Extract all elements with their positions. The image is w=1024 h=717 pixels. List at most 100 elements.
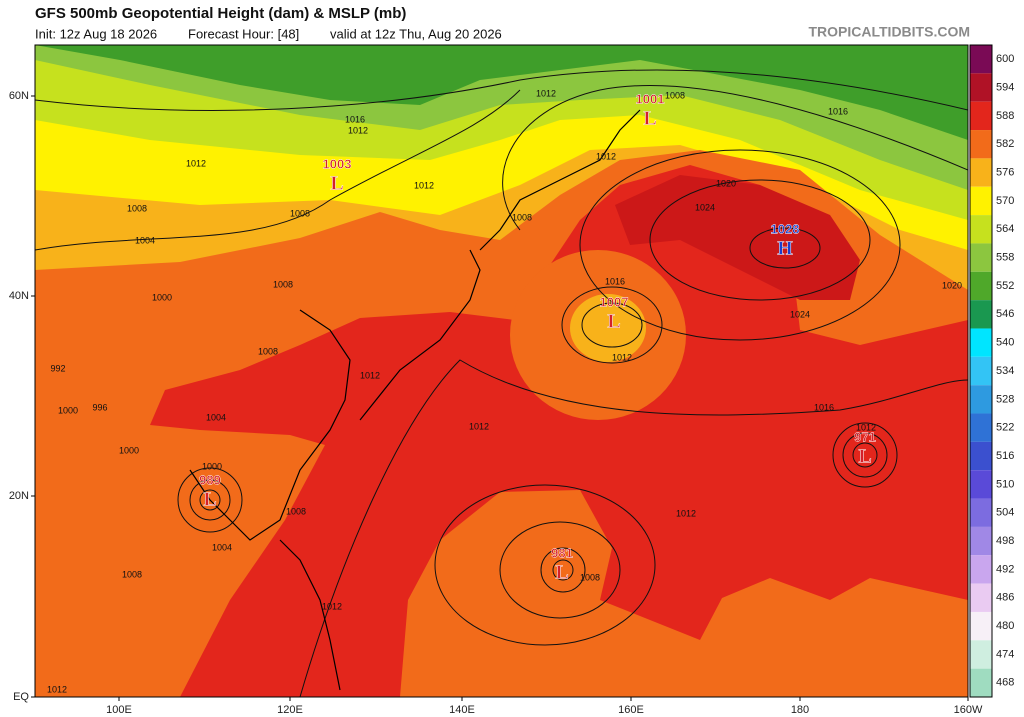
- colorbar-label: 570: [996, 195, 1014, 207]
- colorbar-swatch: [970, 243, 992, 272]
- lon-label: 160W: [954, 704, 983, 716]
- isobar-label: 1008: [665, 90, 685, 100]
- colorbar-swatch: [970, 215, 992, 244]
- colorbar-label: 492: [996, 563, 1014, 575]
- forecast-hour: Forecast Hour: [48]: [188, 26, 299, 41]
- isobar-label: 1020: [716, 178, 736, 188]
- colorbar-label: 552: [996, 280, 1014, 292]
- band-594-core: [615, 175, 860, 300]
- center-letter: L: [643, 108, 656, 130]
- colorbar-label: 534: [996, 365, 1014, 377]
- isobar-label: 1012: [596, 151, 616, 161]
- center-letter: L: [555, 562, 568, 584]
- lon-label: 120E: [277, 704, 303, 716]
- isobar-label: 1008: [127, 203, 147, 213]
- isobar-label: 1016: [828, 106, 848, 116]
- colorbar-label: 582: [996, 138, 1014, 150]
- lon-label: 180: [791, 704, 809, 716]
- isobar-label: 1008: [580, 572, 600, 582]
- colorbar-swatch: [970, 526, 992, 556]
- colorbar-swatch: [970, 555, 992, 584]
- lat-label: 40N: [9, 290, 29, 302]
- isobar-label: 1004: [212, 542, 232, 552]
- isobar-label: 1024: [695, 202, 715, 212]
- colorbar-label: 498: [996, 535, 1014, 547]
- colorbar-swatch: [970, 498, 992, 527]
- init-time: Init: 12z Aug 18 2026: [35, 26, 157, 41]
- colorbar-swatch: [970, 470, 992, 499]
- center-pressure: 1003: [323, 156, 352, 171]
- colorbar-swatch: [970, 101, 992, 131]
- colorbar-label: 564: [996, 223, 1014, 235]
- colorbar-swatch: [970, 583, 992, 612]
- colorbar-swatch: [970, 356, 992, 386]
- colorbar-label: 528: [996, 393, 1014, 405]
- colorbar-swatch: [970, 158, 992, 187]
- colorbar-frame: [969, 44, 993, 698]
- colorbar-swatch: [970, 413, 992, 442]
- isobar-label: 1012: [469, 421, 489, 431]
- isobar-label: 1020: [942, 280, 962, 290]
- colorbar-swatch: [970, 186, 992, 216]
- isobar-label: 1000: [152, 292, 172, 302]
- colorbar-swatch: [970, 73, 992, 102]
- isobar-label: 1012: [360, 370, 380, 380]
- colorbar-swatch: [970, 271, 992, 301]
- lon-label: 100E: [106, 704, 132, 716]
- colorbar-label: 588: [996, 110, 1014, 122]
- lon-label: 160E: [618, 704, 644, 716]
- isobar-label: 1012: [322, 601, 342, 611]
- isobar-label: 1008: [122, 569, 142, 579]
- isobar-label: 992: [50, 363, 65, 373]
- isobar-label: 1016: [345, 114, 365, 124]
- isobar-label: 1008: [290, 208, 310, 218]
- site-name: TROPICALTIDBITS.COM: [808, 24, 970, 40]
- colorbar-label: 576: [996, 166, 1014, 178]
- band-588: [150, 165, 968, 697]
- center-letter: L: [203, 489, 216, 511]
- isobar-label: 1000: [119, 445, 139, 455]
- isobar-label: 1008: [273, 279, 293, 289]
- center-pressure: 971: [854, 429, 876, 444]
- isobar-label: 1012: [612, 352, 632, 362]
- colorbar-label: 480: [996, 620, 1014, 632]
- isobars: [35, 69, 968, 697]
- map-area: [35, 45, 968, 697]
- colorbar-label: 600: [996, 53, 1014, 65]
- colorbar-swatch: [970, 130, 992, 159]
- isobar-label: 1004: [206, 412, 226, 422]
- center-letter: L: [330, 173, 343, 195]
- center-letter: L: [858, 446, 871, 468]
- isobar-label: 996: [92, 402, 107, 412]
- colorbar-label: 546: [996, 308, 1014, 320]
- colorbar-swatch: [970, 611, 992, 641]
- map-frame: [34, 44, 969, 698]
- colorbar-swatch: [970, 441, 992, 471]
- colorbar-label: 516: [996, 450, 1014, 462]
- colorbar-label: 558: [996, 252, 1014, 264]
- colorbar-swatch: [970, 385, 992, 414]
- isobar-label: 1016: [605, 276, 625, 286]
- lat-label: 20N: [9, 490, 29, 502]
- colorbar-swatch: [970, 328, 992, 357]
- valid-time: valid at 12z Thu, Aug 20 2026: [330, 26, 502, 41]
- colorbar-label: 474: [996, 648, 1014, 660]
- isobar-label: 1012: [414, 180, 434, 190]
- isobar-label: 1004: [135, 235, 155, 245]
- colorbar-swatch: [970, 640, 992, 669]
- isobar-label: 1012: [856, 422, 876, 432]
- colorbar-label: 468: [996, 677, 1014, 689]
- isobar-label: 1012: [47, 684, 67, 694]
- center-letter: L: [607, 311, 620, 333]
- colorbar-label: 540: [996, 337, 1014, 349]
- isobar-label: 1012: [186, 158, 206, 168]
- center-pressure: 981: [551, 545, 573, 560]
- isobar-label: 1008: [512, 212, 532, 222]
- lon-label: 140E: [449, 704, 475, 716]
- center-letter: H: [777, 238, 793, 260]
- colorbar-label: 522: [996, 422, 1014, 434]
- colorbar-label: 486: [996, 592, 1014, 604]
- lat-label: EQ: [13, 691, 29, 703]
